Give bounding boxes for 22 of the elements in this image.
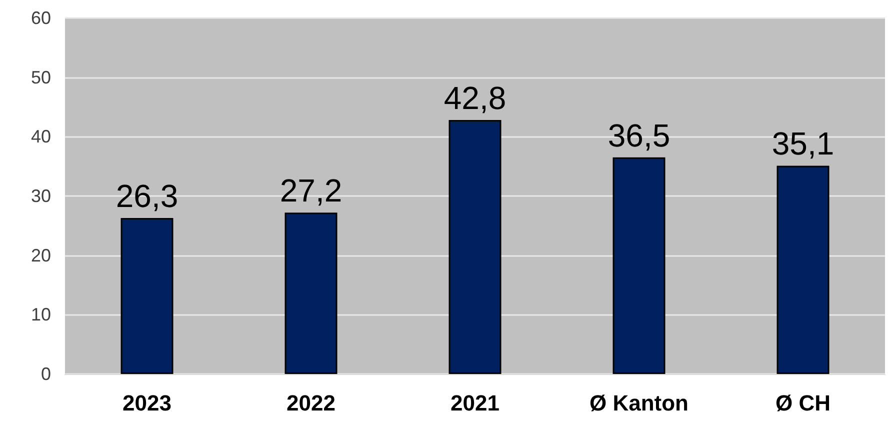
y-tick-label: 40 <box>30 126 51 147</box>
y-tick-label: 0 <box>40 364 51 384</box>
data-label: 35,1 <box>772 126 834 162</box>
x-tick-label: 2022 <box>286 390 336 416</box>
x-tick-label: 2023 <box>122 390 172 416</box>
y-tick-label: 10 <box>30 304 51 325</box>
y-tick-label: 60 <box>30 8 51 28</box>
bar <box>284 212 338 374</box>
bar <box>448 120 502 374</box>
data-label: 42,8 <box>444 80 506 116</box>
x-tick-label: Ø Kanton <box>590 390 688 416</box>
data-label: 36,5 <box>608 117 670 154</box>
y-tick-label: 20 <box>30 245 51 266</box>
bar <box>120 218 174 374</box>
bar <box>776 166 830 374</box>
data-label: 27,2 <box>280 172 342 209</box>
y-tick-label: 50 <box>30 67 51 88</box>
data-label: 26,3 <box>116 178 178 214</box>
x-tick-label: Ø CH <box>776 390 830 416</box>
x-tick-label: 2021 <box>450 390 500 416</box>
y-tick-label: 30 <box>30 186 51 206</box>
bar <box>612 157 666 374</box>
